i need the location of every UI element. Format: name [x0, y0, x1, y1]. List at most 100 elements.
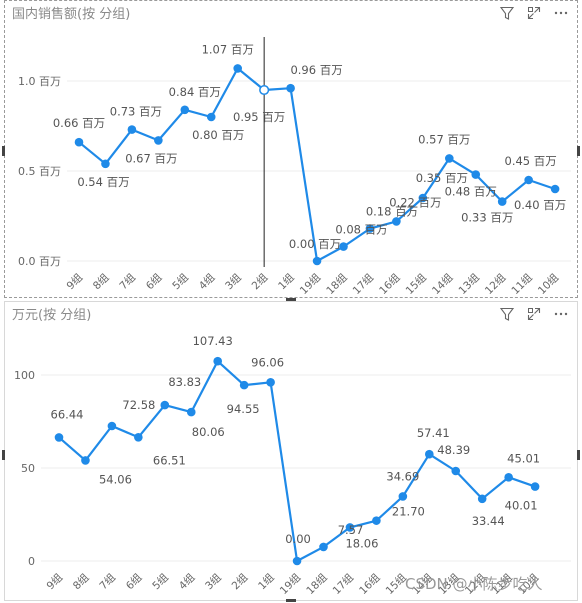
data-label: 0.95 百万	[233, 110, 285, 124]
filter-icon[interactable]	[499, 306, 515, 322]
data-point[interactable]	[180, 105, 190, 115]
resize-handle[interactable]	[577, 146, 580, 156]
data-label: 0.84 百万	[169, 85, 221, 99]
x-tick-label: 14组	[429, 271, 455, 297]
data-point[interactable]	[292, 556, 302, 566]
x-tick-label: 12组	[482, 271, 508, 297]
data-point[interactable]	[530, 482, 540, 491]
data-label: 18.06	[345, 536, 378, 550]
y-tick-label: 1.0 百万	[18, 75, 61, 88]
x-tick-label: 7组	[117, 271, 139, 293]
x-tick-label: 19组	[297, 271, 323, 297]
data-label: 0.96 百万	[290, 63, 342, 77]
data-label: 0.45 百万	[505, 154, 557, 168]
data-point[interactable]	[477, 494, 487, 504]
x-tick-label: 1组	[255, 571, 277, 593]
data-label: 94.55	[227, 402, 260, 416]
chart-toolbar	[499, 5, 569, 21]
x-tick-label: 8组	[90, 271, 112, 293]
data-point[interactable]	[497, 197, 507, 206]
data-point[interactable]	[134, 432, 143, 442]
chart-title: 国内销售额(按 分组)	[12, 7, 131, 22]
data-point[interactable]	[239, 380, 249, 390]
data-label: 0.35 百万	[416, 171, 468, 185]
x-tick-label: 7组	[97, 571, 119, 593]
data-point[interactable]	[504, 472, 513, 482]
data-point[interactable]	[74, 137, 84, 147]
line-chart-sales: 0.0 百万 0.5 百万 1.0 百万 0.66 百万 0.54 百万 0.73 百万 0…	[18, 37, 571, 297]
data-point[interactable]	[312, 256, 322, 266]
watermark: CSDN @小陈步吃人	[405, 575, 543, 593]
data-label: 0.08 百万	[335, 223, 387, 237]
data-point[interactable]	[233, 64, 242, 73]
bottom-chart-panel[interactable]: 万元(按 分组) 0 50 100 66.44 54.06 72.58 66.51 83.83…	[4, 301, 578, 601]
data-point[interactable]	[81, 456, 90, 465]
data-label: 0.40 百万	[514, 198, 566, 212]
data-point[interactable]	[339, 242, 348, 251]
data-label: 57.41	[417, 426, 450, 440]
x-tick-label: 2组	[249, 271, 271, 293]
data-point[interactable]	[54, 433, 64, 442]
data-point[interactable]	[186, 407, 196, 417]
top-chart-panel[interactable]: 国内销售额(按 分组) 0.0 百万 0.5 百万 1.0 百万 0.66 百万 0.5…	[4, 0, 578, 298]
x-tick-label: 9组	[44, 571, 66, 593]
data-point[interactable]	[445, 154, 454, 163]
data-point[interactable]	[365, 224, 375, 233]
resize-handle[interactable]	[2, 146, 5, 156]
more-options-icon[interactable]	[553, 306, 569, 322]
data-label: 0.73 百万	[110, 105, 162, 119]
x-tick-label: 9组	[64, 271, 86, 293]
data-point[interactable]	[398, 492, 408, 501]
data-point[interactable]	[259, 84, 270, 96]
x-tick-label: 3组	[222, 271, 244, 293]
x-tick-label: 4组	[176, 571, 198, 593]
data-point[interactable]	[266, 378, 275, 387]
data-point[interactable]	[319, 542, 328, 552]
data-point[interactable]	[286, 83, 295, 93]
x-tick-label: 16组	[376, 271, 402, 297]
resize-handle[interactable]	[577, 450, 580, 460]
x-tick-label: 13组	[456, 271, 482, 297]
data-point[interactable]	[392, 217, 401, 226]
data-point[interactable]	[213, 356, 222, 366]
data-label: 54.06	[99, 472, 132, 486]
data-label: 33.44	[472, 514, 505, 528]
resize-handle[interactable]	[286, 298, 296, 301]
focus-mode-icon[interactable]	[526, 5, 542, 21]
data-label: 0.33 百万	[461, 211, 513, 225]
y-tick-label: 100	[14, 369, 35, 382]
data-point[interactable]	[372, 516, 381, 525]
data-label: 1.07 百万	[202, 42, 254, 56]
data-point[interactable]	[550, 184, 560, 194]
data-label: 34.69	[386, 469, 419, 483]
data-point[interactable]	[160, 400, 170, 410]
filter-icon[interactable]	[499, 5, 515, 21]
data-label: 0.66 百万	[53, 116, 105, 130]
data-point[interactable]	[101, 159, 110, 169]
data-label: 0.00	[285, 532, 311, 546]
data-point[interactable]	[524, 175, 533, 185]
data-label: 21.70	[392, 505, 425, 519]
data-point[interactable]	[127, 125, 137, 134]
data-point[interactable]	[107, 421, 117, 431]
data-label: 0.54 百万	[77, 175, 129, 189]
resize-handle[interactable]	[286, 599, 296, 602]
data-point[interactable]	[206, 112, 216, 122]
data-point[interactable]	[451, 466, 461, 476]
data-point[interactable]	[425, 449, 434, 459]
data-label: 80.06	[192, 425, 225, 439]
resize-handle[interactable]	[2, 450, 5, 460]
x-tick-label: 17组	[330, 571, 356, 597]
data-label: 0.80 百万	[192, 128, 244, 142]
more-options-icon[interactable]	[553, 5, 569, 21]
data-point[interactable]	[418, 193, 428, 203]
x-tick-label: 3组	[202, 571, 224, 593]
data-point[interactable]	[471, 170, 481, 179]
focus-mode-icon[interactable]	[526, 306, 542, 322]
data-point[interactable]	[345, 523, 355, 532]
data-point[interactable]	[154, 136, 163, 145]
x-tick-label: 18组	[304, 571, 330, 597]
x-tick-label: 1组	[275, 271, 297, 293]
data-label: 0.67 百万	[125, 151, 177, 165]
y-tick-label: 50	[21, 462, 35, 475]
